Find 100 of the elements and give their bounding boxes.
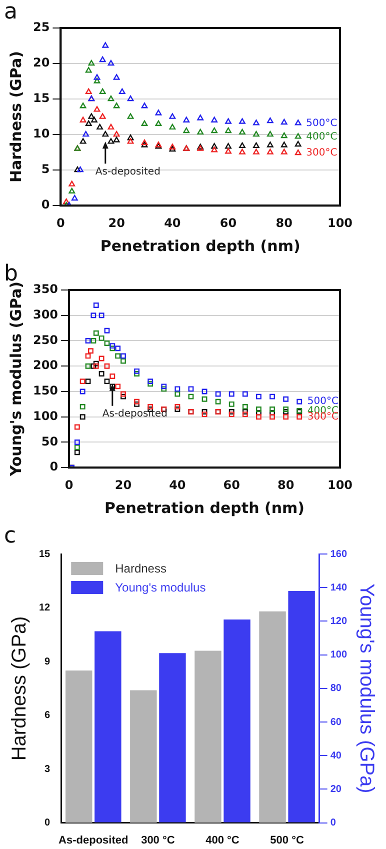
point (85, 120, 92, 126)
point (99, 56, 106, 62)
point (294, 140, 302, 147)
point (120, 391, 126, 397)
point (74, 450, 80, 456)
y-tick-label: 250 (32, 332, 58, 347)
point (108, 95, 114, 102)
point (68, 188, 76, 194)
point (211, 116, 218, 122)
y2-tick-label: 20 (330, 784, 342, 795)
series-label: 500°C (306, 118, 338, 129)
point (294, 120, 302, 126)
point (88, 113, 95, 119)
y-axis-title: Hardness (GPa) (8, 616, 31, 761)
x-tick-label: 500 °C (270, 834, 304, 846)
point (82, 130, 90, 137)
point (242, 409, 248, 415)
y2-tick-label: 100 (330, 650, 348, 661)
y-tick-label: 15 (39, 548, 51, 560)
y2-tick-label: 0 (330, 818, 336, 829)
point (266, 130, 274, 137)
y-tick-label: 50 (41, 434, 58, 448)
point (253, 148, 260, 154)
point (294, 149, 302, 156)
y-tick-label: 25 (32, 20, 50, 34)
point (253, 142, 260, 148)
y-tick-label: 20 (32, 56, 50, 70)
point (242, 404, 248, 410)
point (270, 406, 275, 412)
text: c (4, 524, 16, 549)
bar (66, 670, 92, 823)
point (102, 42, 109, 48)
point (174, 404, 180, 410)
point (197, 114, 204, 120)
point (141, 120, 148, 126)
point (127, 113, 134, 119)
legend-label: Young's modulus (115, 580, 206, 594)
point (93, 360, 99, 366)
point (80, 116, 86, 122)
point (104, 328, 110, 334)
y-tick-label: 0 (44, 818, 51, 829)
text: a (4, 0, 18, 25)
point (80, 414, 86, 420)
point (155, 110, 162, 116)
point (74, 440, 80, 445)
point (104, 363, 110, 369)
y-tick-label: 3 (44, 764, 51, 775)
x-tick-label: 300 °C (141, 834, 175, 846)
point (202, 409, 208, 415)
point (266, 148, 274, 154)
y2-axis-title: Young's modulus (GPa) (355, 583, 378, 794)
point (108, 60, 114, 66)
x-tick-label: 60 (223, 478, 240, 492)
x-axis-title: Penetration depth (nm) (104, 498, 305, 517)
point (134, 368, 140, 374)
point (296, 414, 302, 420)
x-tick-label: As-deposited (58, 834, 128, 846)
point (134, 401, 140, 407)
y-tick-label: 150 (32, 384, 58, 398)
point (294, 133, 302, 139)
point (127, 138, 134, 144)
point (239, 148, 246, 154)
x-tick-label: 80 (276, 216, 292, 230)
point (80, 138, 86, 144)
point (91, 116, 98, 122)
point (280, 118, 288, 125)
point (98, 356, 104, 362)
y-tick-label: 6 (44, 710, 51, 722)
bar (130, 690, 157, 823)
x-tick-label: 100 (327, 478, 353, 492)
point (90, 312, 96, 318)
point (211, 143, 218, 149)
annotation: As-deposited (95, 166, 160, 178)
annotation: As-deposited (102, 408, 168, 420)
y2-tick-label: 140 (330, 582, 348, 594)
point (169, 124, 176, 130)
x-tick-label: 40 (164, 216, 181, 230)
point (141, 142, 148, 148)
point (98, 371, 104, 376)
point (108, 138, 114, 144)
x-tick-label: 80 (277, 478, 294, 492)
point (174, 406, 180, 412)
point (110, 343, 116, 349)
point (283, 406, 289, 412)
point (96, 124, 103, 130)
point (71, 194, 78, 201)
point (283, 409, 289, 415)
series-label: 300°C (306, 148, 338, 159)
point (242, 412, 248, 418)
point (242, 391, 248, 397)
point (174, 391, 180, 397)
point (169, 146, 176, 152)
point (202, 396, 208, 402)
y-axis-title: Hardness (GPa) (6, 51, 25, 183)
point (93, 330, 99, 336)
y2-tick-label: 80 (330, 683, 342, 694)
bar (259, 611, 286, 823)
y-tick-label: 5 (41, 162, 50, 176)
bar (194, 650, 222, 823)
point (108, 124, 114, 130)
